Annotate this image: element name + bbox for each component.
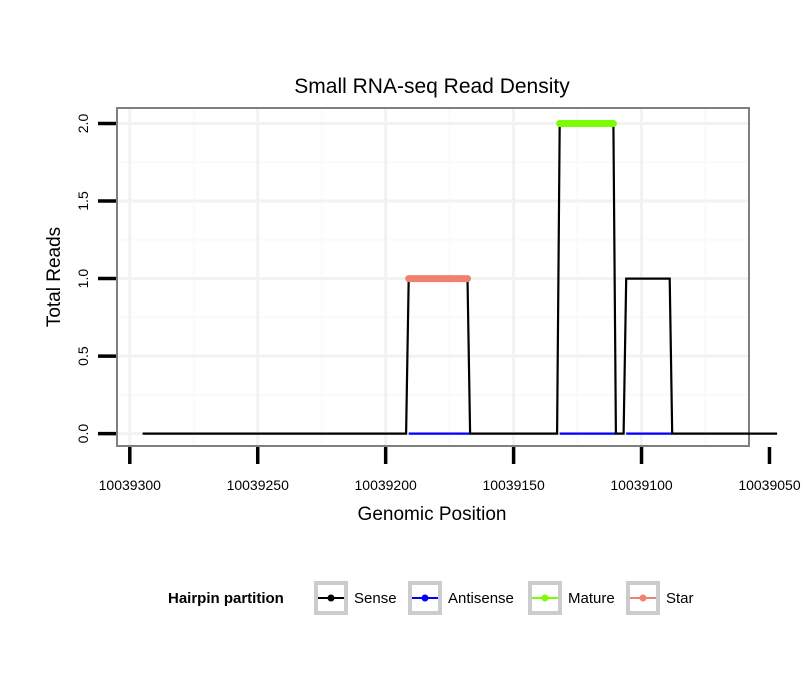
legend-key-star-dot — [639, 594, 647, 602]
x-tick-label: 10039150 — [482, 477, 545, 493]
x-tick-label: 10039300 — [99, 477, 162, 493]
y-tick-label: 1.0 — [75, 269, 91, 289]
series-layer — [142, 120, 778, 435]
y-axis: 0.0 0.5 1.0 1.5 2.0 — [75, 114, 116, 444]
x-tick-label: 10039200 — [355, 477, 418, 493]
x-tick-label: 10039100 — [610, 477, 673, 493]
legend-label-star: Star — [666, 590, 694, 607]
y-tick-label: 0.0 — [75, 424, 91, 444]
legend-key-antisense-dot — [421, 594, 429, 602]
legend-label-antisense: Antisense — [448, 590, 514, 607]
legend-label-mature: Mature — [568, 590, 615, 607]
y-tick-label: 1.5 — [75, 191, 91, 211]
legend-key-mature-dot — [541, 594, 549, 602]
x-axis: 10039300 10039250 10039200 10039150 10039100… — [99, 447, 801, 493]
y-axis-label: Total Reads — [44, 227, 65, 327]
legend: Hairpin partition Sense Antisense Mature St… — [168, 581, 694, 615]
legend-title: Hairpin partition — [168, 590, 284, 607]
y-tick-label: 0.5 — [75, 346, 91, 366]
y-tick-label: 2.0 — [75, 114, 91, 134]
grid-major — [118, 109, 748, 445]
legend-key-sense-dot — [327, 594, 335, 602]
legend-label-sense: Sense — [354, 590, 397, 607]
x-axis-label: Genomic Position — [358, 504, 507, 525]
chart-title: Small RNA-seq Read Density — [294, 75, 570, 98]
x-tick-label: 10039250 — [227, 477, 290, 493]
x-tick-label: 10039050 — [738, 477, 801, 493]
